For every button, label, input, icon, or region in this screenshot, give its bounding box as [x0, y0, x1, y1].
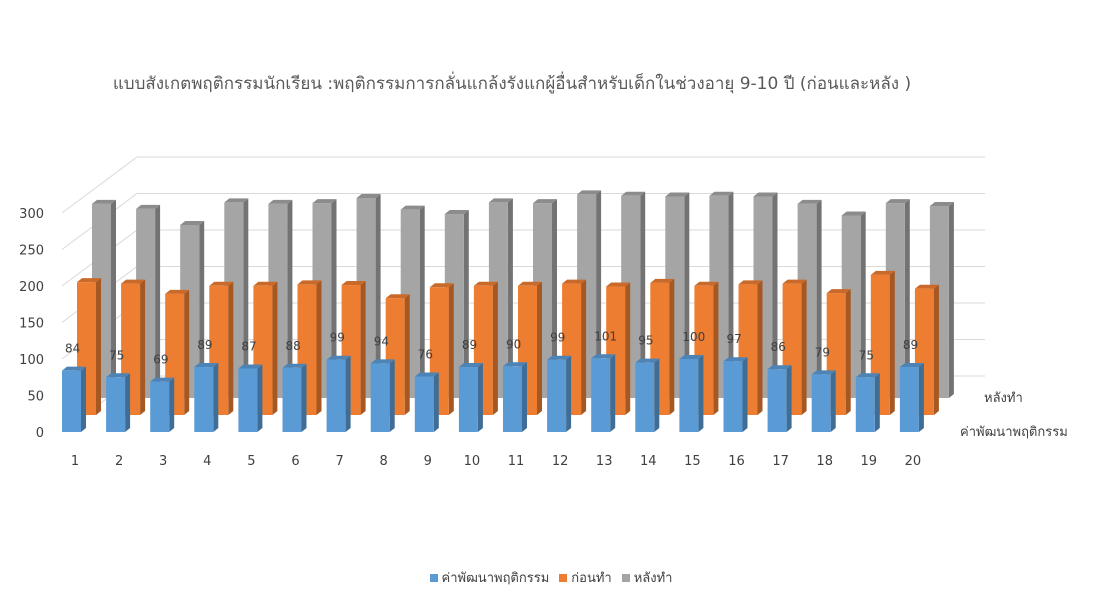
y-tick-label: 50 — [27, 390, 44, 405]
bars — [62, 190, 954, 432]
data-label: 99 — [550, 331, 565, 345]
x-tick-label: 1 — [71, 454, 79, 469]
data-label: 101 — [594, 329, 617, 343]
x-tick-label: 11 — [508, 454, 525, 469]
x-tick-label: 14 — [640, 454, 657, 469]
data-label: 95 — [638, 334, 653, 348]
data-label: 97 — [727, 332, 742, 346]
bar — [767, 365, 792, 432]
bar — [458, 363, 483, 432]
x-tick-label: 15 — [684, 454, 701, 469]
x-tick-label: 17 — [772, 454, 789, 469]
bar — [899, 363, 924, 432]
data-label: 94 — [374, 334, 389, 348]
y-tick-label: 300 — [19, 207, 44, 222]
legend-label: ค่าพัฒนาพฤติกรรม — [441, 571, 550, 586]
data-label: 90 — [506, 337, 521, 351]
legend-item: ค่าพัฒนาพฤติกรรม — [429, 567, 550, 588]
data-label: 75 — [109, 348, 124, 362]
data-label: 100 — [682, 330, 705, 344]
data-label: 69 — [153, 353, 168, 367]
data-label: 76 — [418, 348, 433, 362]
y-axis-ticks: 0 50 100 150 200 250 300 — [19, 207, 44, 441]
x-tick-label: 3 — [159, 454, 167, 469]
data-label: 89 — [197, 338, 212, 352]
data-label: 99 — [330, 331, 345, 345]
x-tick-label: 20 — [905, 454, 922, 469]
data-label: 79 — [815, 345, 830, 359]
bar — [62, 366, 86, 432]
bar — [679, 355, 704, 432]
bar — [326, 355, 351, 432]
gridline — [61, 156, 985, 214]
bar — [591, 354, 616, 432]
data-label: 75 — [859, 348, 874, 362]
x-tick-label: 9 — [424, 454, 432, 469]
bar — [282, 363, 307, 432]
legend: ค่าพัฒนาพฤติกรรม ก่อนทำ หลังทำ — [0, 567, 1102, 588]
bar — [577, 190, 602, 398]
data-label: 89 — [462, 338, 477, 352]
bar — [811, 370, 836, 432]
x-tick-label: 18 — [816, 454, 833, 469]
bar — [370, 359, 395, 432]
y-tick-label: 200 — [19, 280, 44, 295]
legend-label: หลังทำ — [633, 571, 673, 586]
bar — [414, 372, 439, 432]
x-tick-label: 12 — [552, 454, 569, 469]
bar — [194, 363, 219, 432]
data-label: 88 — [286, 339, 301, 353]
x-tick-label: 10 — [464, 454, 481, 469]
legend-swatch — [621, 574, 630, 582]
x-tick-label: 19 — [861, 454, 878, 469]
bar — [723, 357, 748, 432]
y-tick-label: 100 — [19, 353, 44, 368]
x-tick-label: 13 — [596, 454, 613, 469]
y-tick-label: 250 — [19, 244, 44, 259]
data-labels: 84 75 69 89 87 88 99 94 76 89 90 99 101 95 100 97 86 79 75… — [65, 329, 918, 366]
y-tick-label: 150 — [19, 317, 44, 332]
x-tick-label: 5 — [247, 454, 255, 469]
x-axis-ticks: 1 2 3 4 5 6 7 8 9 10 11 12 13 14 15 16 17 18 19 20 — [71, 454, 921, 469]
bar — [106, 373, 131, 432]
data-label: 89 — [903, 338, 918, 352]
legend-swatch — [429, 574, 438, 582]
x-tick-label: 2 — [115, 454, 123, 469]
x-tick-label: 6 — [291, 454, 299, 469]
legend-label: ก่อนทำ — [571, 571, 612, 586]
chart-title: แบบสังเกตพฤติกรรมนักเรียน :พฤติกรรมการกล… — [113, 71, 911, 94]
x-tick-label: 4 — [203, 454, 211, 469]
data-label: 84 — [65, 342, 80, 356]
bar — [150, 377, 175, 432]
x-tick-label: 16 — [728, 454, 745, 469]
bar — [635, 358, 660, 432]
y-tick-label: 0 — [36, 426, 44, 441]
data-label: 86 — [771, 340, 786, 354]
depth-axis-label: หลังทำ — [984, 391, 1023, 406]
data-label: 87 — [241, 339, 256, 353]
bar — [238, 364, 263, 432]
gridline — [61, 193, 985, 250]
legend-item: หลังทำ — [621, 567, 673, 588]
depth-axis-labels: หลังทำค่าพัฒนาพฤติกรรม — [960, 391, 1068, 440]
legend-swatch — [559, 574, 568, 582]
x-tick-label: 7 — [335, 454, 343, 469]
bar — [855, 373, 880, 432]
x-tick-label: 8 — [380, 454, 388, 469]
bar — [547, 355, 572, 432]
bar — [503, 362, 527, 432]
legend-item: ก่อนทำ — [559, 567, 612, 588]
depth-axis-label: ค่าพัฒนาพฤติกรรม — [960, 425, 1068, 440]
